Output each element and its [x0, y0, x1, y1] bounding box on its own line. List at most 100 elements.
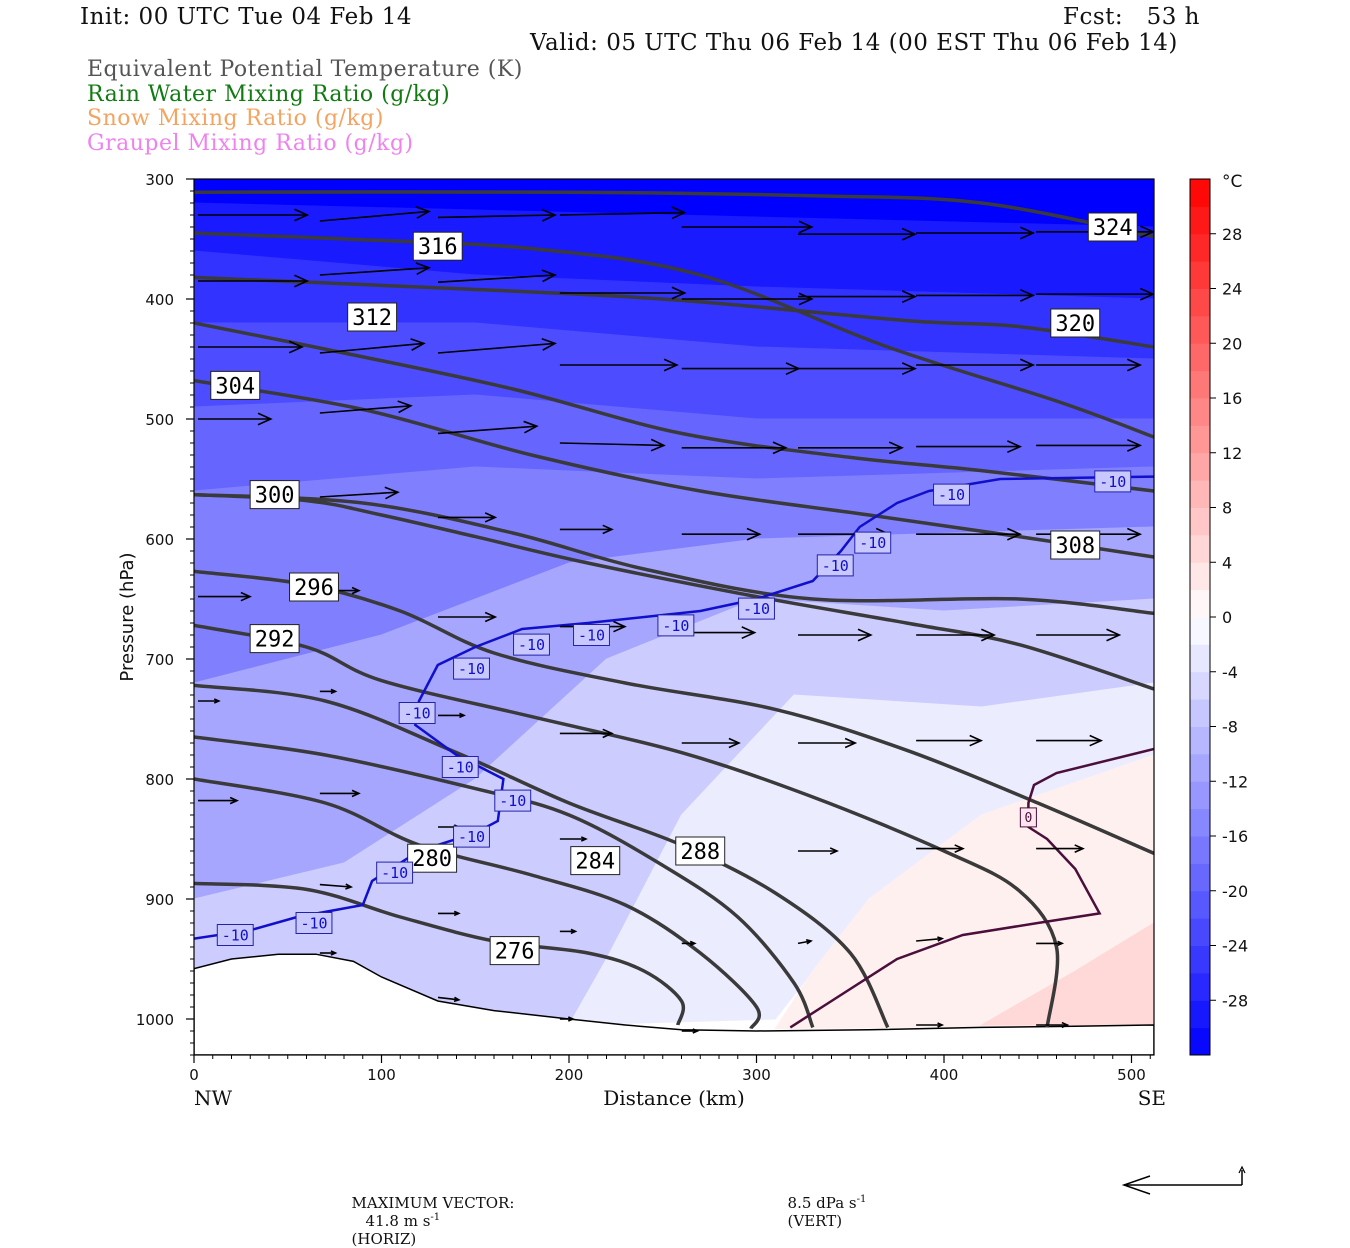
wind-vector-44	[798, 628, 873, 642]
wind-vector-head	[459, 712, 466, 719]
theta-e-label-320: 320	[1050, 308, 1101, 338]
wind-vector-head	[1020, 358, 1036, 372]
wind-vector-53	[916, 734, 984, 747]
legend-theta-e: Equivalent Potential Temperature (K)	[87, 57, 523, 82]
wind-vector-35	[681, 527, 762, 541]
y-tick-label-800: 800	[145, 771, 174, 789]
isotherm-minus10-label-10: -10	[657, 614, 695, 637]
isotherm-zero-label-box	[1019, 807, 1037, 828]
colorbar-step	[1190, 452, 1210, 481]
wind-vector-head	[1140, 225, 1154, 239]
wind-vector-shaft	[916, 937, 943, 942]
theta-e-label-300: 300	[249, 480, 300, 510]
isotherm-minus10-label-5: -10	[453, 825, 490, 848]
wind-vector-head	[901, 227, 917, 241]
wind-vector-head	[671, 286, 687, 300]
wind-vector-45	[916, 628, 997, 642]
isotherm-minus10-label-9: -10	[573, 624, 610, 646]
theta-e-label-300-text: 300	[255, 484, 295, 509]
y-tick-label-1000: 1000	[136, 1011, 174, 1029]
wind-vector-6	[916, 226, 1036, 240]
wind-vector-head	[541, 269, 557, 283]
wind-vector-66	[681, 940, 697, 947]
wind-vector-50	[559, 728, 614, 739]
wind-vector-head	[1007, 440, 1023, 454]
wind-vector-18	[437, 338, 557, 354]
wind-vector-shaft	[437, 214, 556, 219]
wind-vector-23	[1036, 358, 1143, 372]
wind-vector-75	[1036, 1021, 1070, 1029]
isotherm-minus10-label-5-box	[453, 825, 490, 848]
colorbar-step	[1190, 836, 1210, 864]
isotherm-minus10-label-13: -10	[854, 531, 892, 554]
wind-vector-55	[198, 796, 239, 805]
theta-e-label-280: 280	[407, 843, 458, 873]
wind-vector-head	[937, 936, 945, 942]
isotherm-minus10-label-4-text: -10	[447, 758, 474, 776]
wind-vector-head	[541, 208, 557, 222]
wind-vector-27	[559, 438, 666, 452]
colorbar-step	[1190, 753, 1210, 782]
isotherm-minus10-label-3-box	[398, 702, 436, 724]
theta-e-label-296: 296	[289, 572, 339, 602]
theta-e-label-304: 304	[210, 370, 261, 400]
theta-e-label-288-text: 288	[680, 840, 720, 865]
wind-vector-shaft	[559, 442, 664, 447]
isotherm-minus10-label-8-box	[513, 633, 550, 656]
wind-vector-34	[559, 524, 614, 535]
wind-vector-head	[541, 338, 557, 351]
wind-vector-head	[415, 262, 432, 276]
temperature-band-10	[979, 922, 1154, 1026]
wind-vector-24	[198, 412, 273, 426]
wind-vector-9	[319, 262, 432, 276]
wind-vector-11	[559, 286, 687, 300]
isotherm-minus10	[194, 475, 1154, 940]
wind-vector-70	[319, 950, 338, 956]
theta-e-label-308-box	[1050, 530, 1101, 560]
wind-vector-shaft	[319, 491, 398, 498]
wind-vector-head	[692, 1028, 700, 1034]
wind-vector-shaft	[437, 996, 459, 1001]
isotherm-minus10-label-1-box	[295, 912, 333, 934]
wind-vector-48	[319, 688, 338, 695]
isotherm-minus10-label-12-text: -10	[822, 557, 849, 575]
wind-vector-head	[969, 734, 984, 747]
theta-e-label-304-box	[210, 370, 261, 400]
isotherm-minus10-label-6-box	[494, 789, 532, 812]
wind-vector-head	[294, 208, 310, 222]
isotherm-minus10-label-12-box	[816, 554, 854, 577]
colorbar-tick-label--20: -20	[1222, 882, 1248, 901]
theta-e-label-308-text: 308	[1055, 534, 1095, 559]
colorbar-step	[1190, 808, 1210, 837]
wind-vector-head	[1089, 734, 1104, 747]
wind-vector-30	[916, 440, 1023, 454]
wind-vector-25	[319, 400, 413, 414]
isotherm-zero	[789, 747, 1154, 1029]
isotherm-minus10-label-10-box	[657, 614, 695, 637]
wind-vector-3	[559, 206, 687, 220]
y-tick-label-300: 300	[145, 171, 174, 189]
contour-labels: 324 320 316 312 308 304 300 296 292 288 284 280 276 -…	[210, 212, 1138, 966]
x-axis-right-end-label: SE	[1138, 1086, 1166, 1110]
colorbar-tick-label--8: -8	[1222, 718, 1238, 737]
isotherm-minus10-label-15: -10	[1094, 470, 1132, 493]
isotherm-zero-label-text: 0	[1024, 811, 1032, 826]
wind-vector-head	[829, 847, 839, 855]
colorbar-step	[1190, 206, 1210, 235]
wind-vector-8	[198, 274, 310, 288]
colorbar-tick-label-28: 28	[1222, 225, 1242, 244]
colorbar-step	[1190, 179, 1210, 207]
axes: 300 400 500 600 700 800 900 1000 0 100 200 300 400 50…	[136, 171, 1151, 1084]
theta-e-label-288-box	[675, 836, 726, 866]
colorbar-step	[1190, 315, 1210, 344]
wind-vector-head	[981, 628, 997, 642]
colorbar-step	[1190, 589, 1210, 618]
theta-e-contour-292	[194, 623, 1060, 1028]
colorbar-tick-label-8: 8	[1222, 499, 1232, 518]
wind-vector-21	[798, 362, 917, 376]
wind-vector-head	[330, 688, 338, 695]
isotherm-minus10-label-2-text: -10	[381, 864, 408, 882]
colorbar-step	[1190, 945, 1210, 974]
colorbar-step	[1190, 781, 1210, 810]
theta-e-label-280-text: 280	[412, 847, 452, 872]
